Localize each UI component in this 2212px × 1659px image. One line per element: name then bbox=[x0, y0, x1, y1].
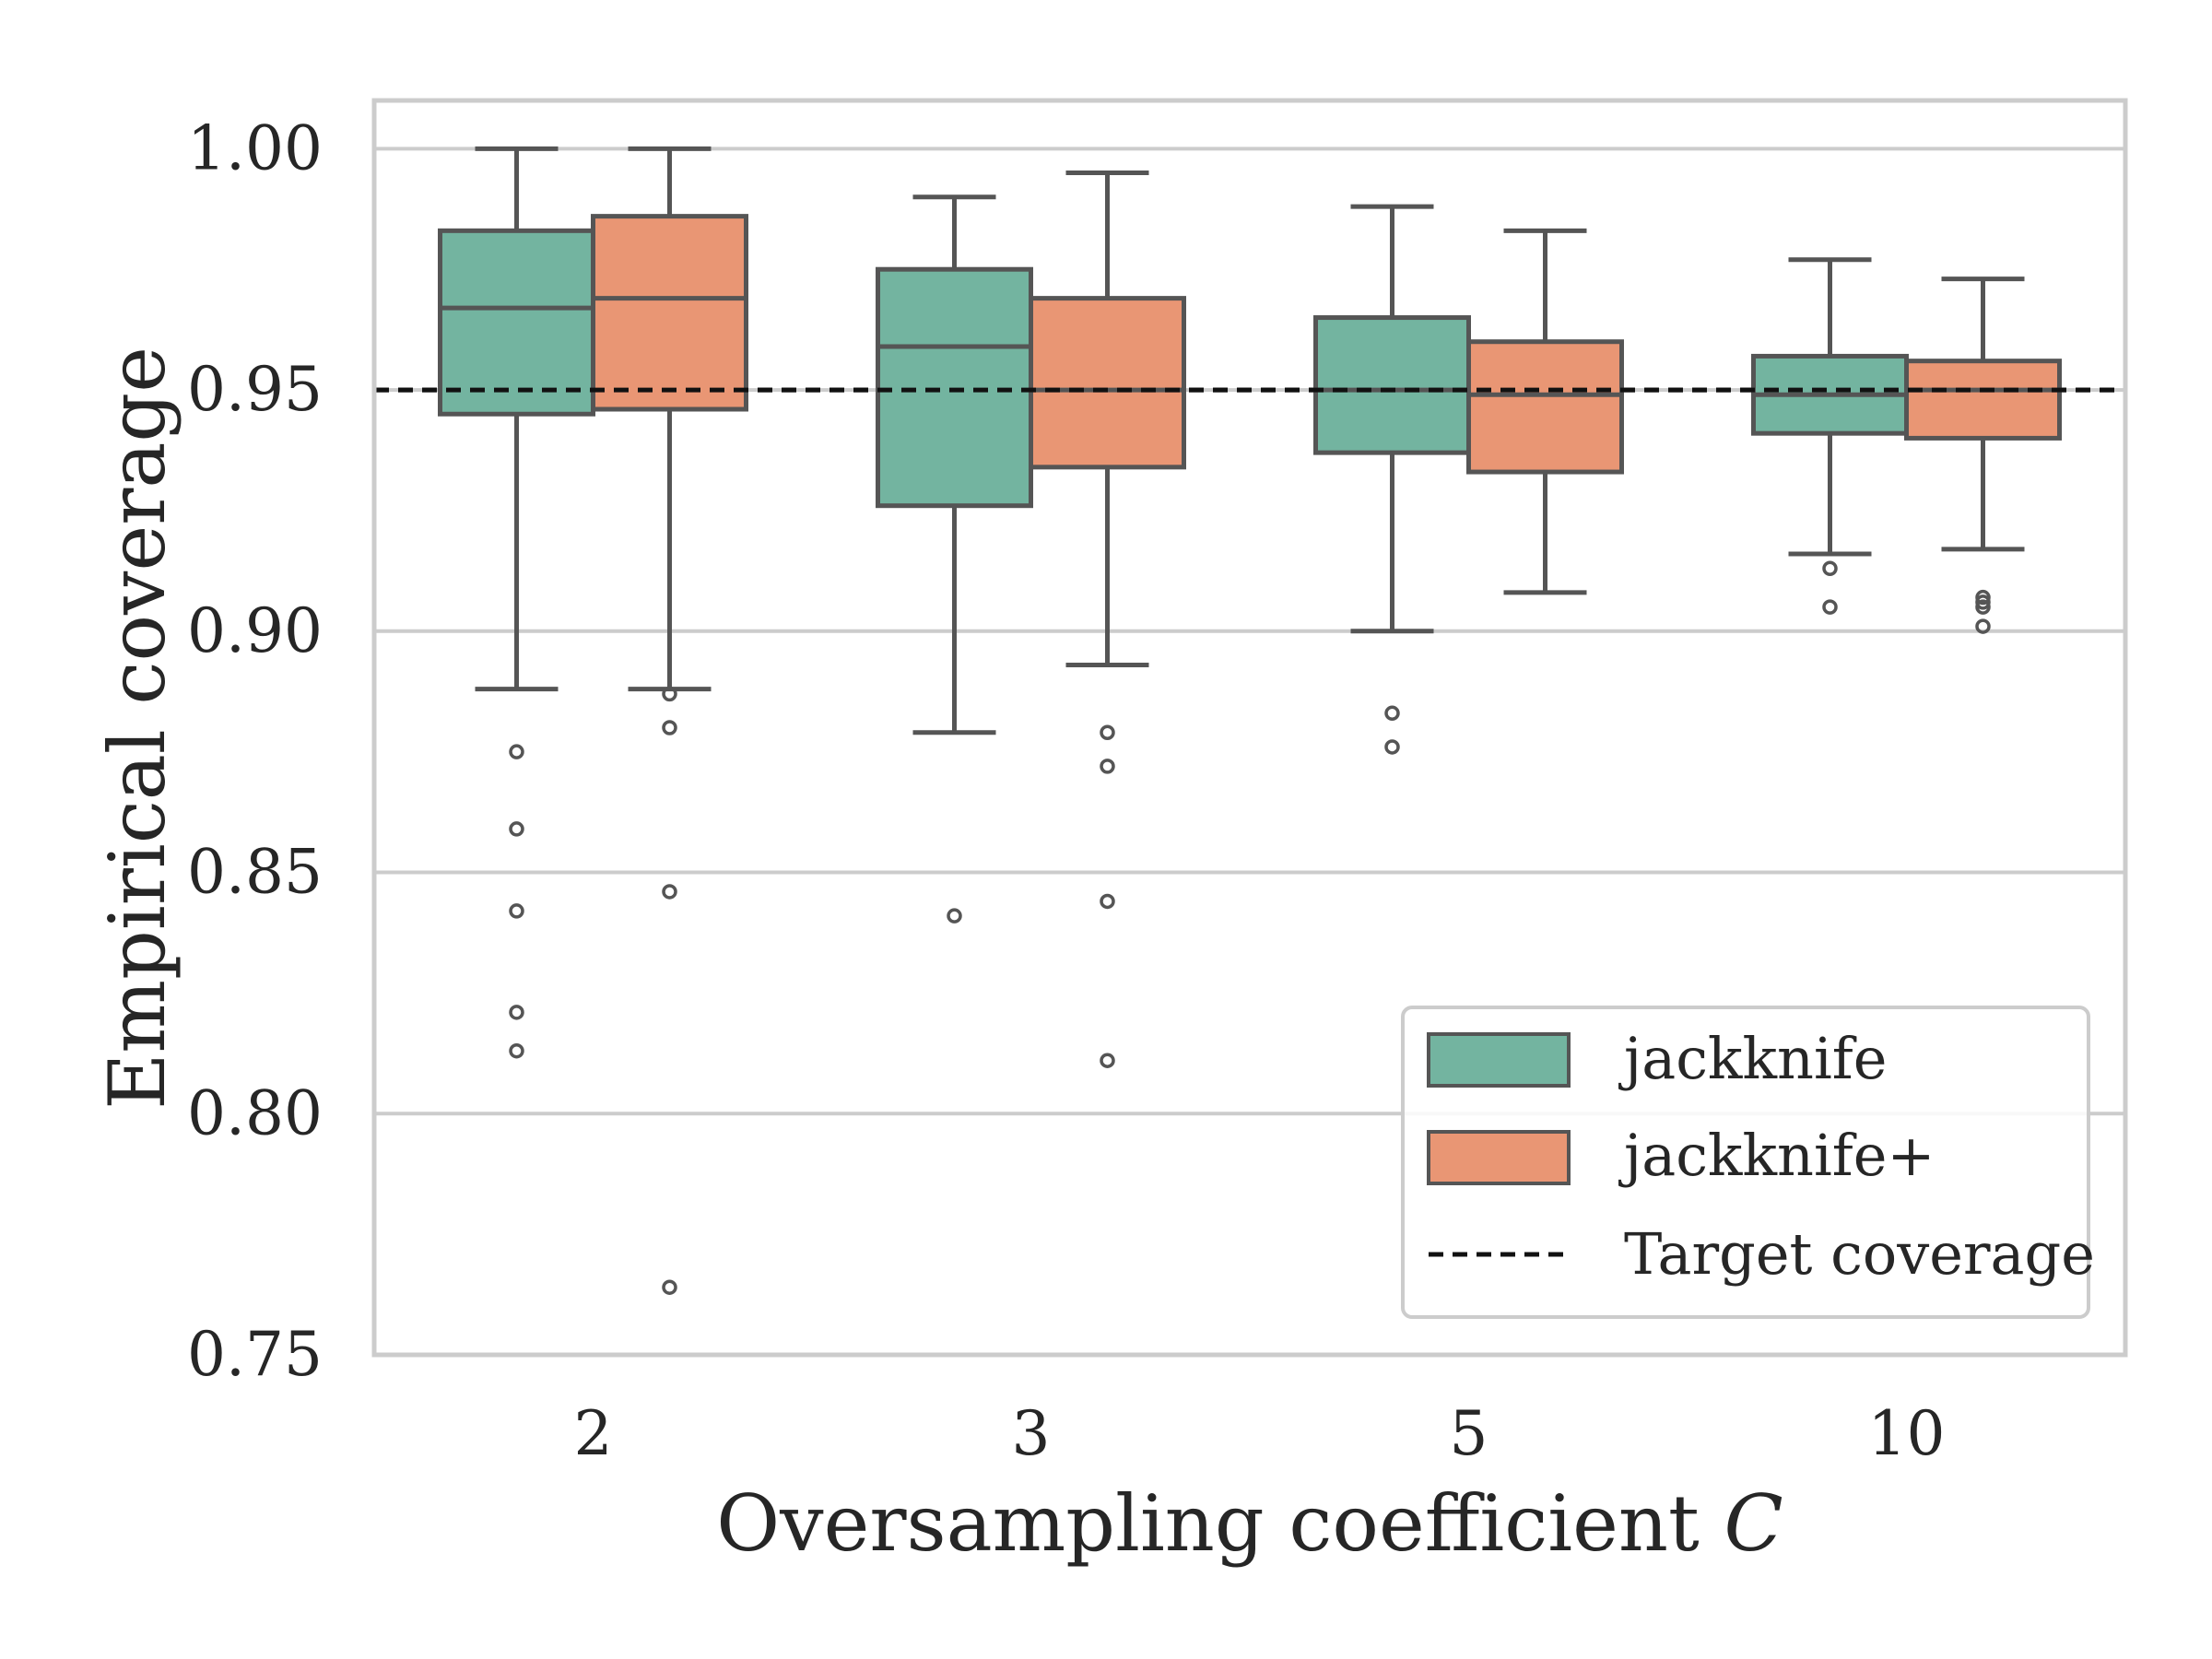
outlier-point bbox=[1384, 705, 1400, 722]
x-axis-label: Oversampling coefficient C bbox=[716, 1478, 1783, 1569]
box-iqr bbox=[591, 214, 748, 412]
legend-label-jackknife: jackknife bbox=[1618, 1025, 1887, 1092]
outlier-point bbox=[509, 1042, 524, 1059]
outlier-point bbox=[1975, 599, 1991, 615]
outlier-point bbox=[1975, 589, 1991, 606]
box-iqr bbox=[1466, 339, 1624, 475]
box-jackknife-plus-10 bbox=[1904, 276, 2062, 634]
box-iqr bbox=[1313, 315, 1471, 455]
outlier-point bbox=[1100, 1053, 1115, 1068]
y-tick-label: 0.75 bbox=[187, 1319, 323, 1390]
y-tick-label: 0.85 bbox=[187, 837, 323, 908]
box-jackknife-plus-3 bbox=[1029, 171, 1186, 1068]
outlier-point bbox=[509, 1005, 524, 1020]
outlier-point bbox=[1822, 560, 1838, 577]
box-iqr bbox=[438, 228, 595, 417]
outlier-point bbox=[1100, 724, 1115, 740]
boxes bbox=[374, 146, 2125, 1295]
legend-label-target: Target coverage bbox=[1624, 1220, 2095, 1288]
legend-frame bbox=[1401, 1006, 2090, 1319]
outlier-point bbox=[662, 884, 677, 900]
outlier-point bbox=[1384, 739, 1400, 755]
x-tick-labels: 2 3 5 10 bbox=[574, 1398, 1946, 1469]
legend-swatch-jackknife bbox=[1427, 1032, 1571, 1088]
plot-frame bbox=[371, 98, 2128, 1358]
box-jackknife-3 bbox=[876, 194, 1033, 924]
outlier-point bbox=[509, 821, 524, 837]
outlier-point bbox=[662, 1279, 677, 1295]
outlier-point bbox=[1975, 618, 1991, 634]
box-jackknife-2 bbox=[438, 146, 595, 1059]
legend: jackknife jackknife+ Target coverage bbox=[1401, 1006, 2095, 1319]
y-tick-label: 0.95 bbox=[187, 354, 323, 425]
outlier-point bbox=[1822, 599, 1838, 615]
outlier-point bbox=[1975, 594, 1991, 610]
x-tick-label: 3 bbox=[1012, 1398, 1051, 1469]
y-tick-labels: 0.75 0.80 0.85 0.90 0.95 1.00 bbox=[187, 112, 323, 1390]
outlier-point bbox=[1100, 759, 1115, 774]
box-jackknife-5 bbox=[1313, 204, 1471, 755]
box-jackknife-plus-5 bbox=[1466, 228, 1624, 595]
x-tick-label: 5 bbox=[1450, 1398, 1488, 1469]
outlier-point bbox=[662, 686, 677, 702]
outlier-point bbox=[947, 908, 962, 924]
box-iqr bbox=[876, 266, 1033, 509]
y-tick-label: 1.00 bbox=[187, 112, 323, 183]
x-tick-label: 2 bbox=[574, 1398, 613, 1469]
box-jackknife-10 bbox=[1751, 257, 1909, 615]
box-jackknife-plus-2 bbox=[591, 146, 748, 1295]
outlier-point bbox=[509, 744, 524, 759]
y-axis-label: Empirical coverage bbox=[92, 347, 182, 1110]
outlier-point bbox=[662, 720, 677, 735]
x-tick-label: 10 bbox=[1868, 1398, 1946, 1469]
box-iqr bbox=[1904, 359, 2062, 441]
y-tick-label: 0.90 bbox=[187, 595, 323, 666]
outlier-point bbox=[509, 903, 524, 919]
outlier-point bbox=[1100, 893, 1115, 910]
y-tick-label: 0.80 bbox=[187, 1077, 323, 1148]
legend-label-jackknife-plus: jackknife+ bbox=[1618, 1122, 1935, 1189]
box-iqr bbox=[1029, 296, 1186, 470]
legend-swatch-jackknife-plus bbox=[1427, 1130, 1571, 1185]
